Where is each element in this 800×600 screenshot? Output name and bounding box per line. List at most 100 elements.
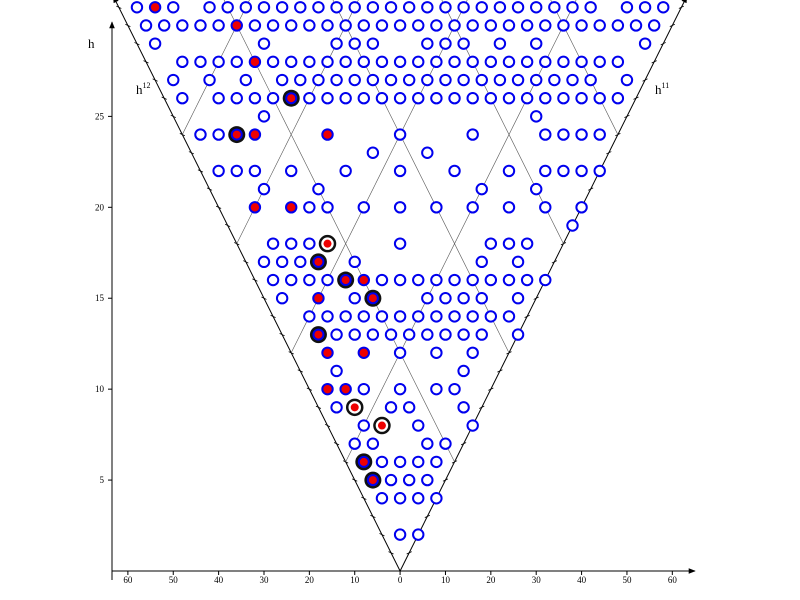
point bbox=[393, 237, 407, 250]
point bbox=[539, 164, 552, 178]
point-circle bbox=[357, 55, 371, 69]
point-circle bbox=[248, 91, 262, 105]
point bbox=[248, 164, 262, 178]
point-circle bbox=[393, 273, 407, 287]
point bbox=[393, 128, 407, 141]
point-circle bbox=[439, 437, 452, 450]
point-circle bbox=[366, 474, 379, 487]
point-circle bbox=[366, 328, 380, 341]
point-circle bbox=[357, 346, 371, 359]
point bbox=[430, 201, 443, 214]
point-circle bbox=[484, 55, 498, 69]
point-circle bbox=[230, 55, 243, 69]
point-circle bbox=[457, 328, 470, 341]
point-circle bbox=[321, 273, 334, 287]
point-circle bbox=[412, 528, 425, 541]
point-circle bbox=[266, 91, 280, 105]
point bbox=[638, 1, 652, 14]
point-circle bbox=[430, 346, 443, 359]
point bbox=[611, 55, 625, 69]
x-tick-label: 60 bbox=[668, 575, 678, 585]
point bbox=[303, 201, 316, 214]
point-circle bbox=[239, 73, 253, 87]
point-circle bbox=[203, 1, 216, 14]
point bbox=[203, 1, 216, 14]
edge-tick bbox=[379, 533, 385, 537]
point bbox=[285, 55, 298, 69]
point bbox=[412, 91, 425, 105]
point bbox=[139, 19, 153, 32]
point bbox=[475, 182, 488, 196]
point-circle bbox=[502, 201, 516, 214]
point-circle bbox=[230, 91, 243, 105]
point-circle bbox=[402, 328, 416, 341]
point-circle bbox=[629, 19, 643, 32]
point-circle bbox=[384, 328, 398, 341]
y-tick-label: 5 bbox=[100, 475, 105, 485]
point-circle bbox=[457, 1, 470, 14]
point bbox=[466, 346, 479, 359]
point-circle bbox=[212, 164, 225, 178]
point-circle bbox=[212, 19, 225, 32]
point-circle bbox=[575, 55, 588, 69]
point bbox=[321, 55, 334, 69]
y-tick-label: 20 bbox=[95, 202, 105, 212]
point bbox=[375, 19, 389, 32]
point bbox=[502, 164, 516, 178]
point-circle bbox=[539, 164, 552, 178]
point bbox=[593, 55, 606, 69]
point bbox=[384, 328, 398, 341]
point bbox=[239, 73, 253, 87]
point bbox=[130, 1, 144, 14]
point bbox=[502, 237, 516, 250]
point bbox=[548, 1, 561, 14]
point-circle bbox=[303, 273, 316, 287]
point bbox=[493, 1, 507, 14]
edge-tick bbox=[188, 151, 195, 155]
point-circle bbox=[502, 19, 516, 32]
point-circle bbox=[157, 19, 171, 32]
point-circle bbox=[611, 91, 625, 105]
point bbox=[357, 346, 371, 359]
point-circle bbox=[312, 292, 325, 305]
point-circle bbox=[557, 128, 570, 141]
point-circle bbox=[475, 1, 488, 14]
x-tick-label: 10 bbox=[441, 575, 451, 585]
point bbox=[355, 453, 373, 471]
point bbox=[457, 328, 470, 341]
point bbox=[412, 492, 425, 505]
point bbox=[212, 91, 225, 105]
point-circle bbox=[366, 292, 379, 305]
point bbox=[502, 19, 516, 32]
point-circle bbox=[484, 310, 498, 323]
point bbox=[484, 310, 498, 323]
point-circle bbox=[321, 346, 334, 359]
point-circle bbox=[375, 492, 389, 505]
point-circle bbox=[448, 55, 461, 69]
edge-tick bbox=[651, 60, 657, 64]
edge-tick bbox=[370, 514, 376, 519]
point bbox=[309, 253, 327, 271]
point bbox=[375, 455, 389, 469]
point-circle bbox=[266, 237, 280, 250]
point-circle bbox=[466, 273, 479, 287]
point-circle bbox=[393, 128, 407, 141]
point-circle bbox=[412, 455, 425, 469]
point bbox=[348, 437, 361, 450]
point-circle bbox=[448, 164, 461, 178]
point bbox=[412, 55, 425, 69]
point-circle bbox=[294, 1, 307, 14]
point bbox=[520, 19, 534, 32]
point-circle bbox=[475, 182, 488, 196]
y-tick-label: 25 bbox=[95, 111, 105, 121]
point bbox=[148, 37, 162, 50]
point-circle bbox=[375, 91, 389, 105]
point-circle bbox=[439, 37, 452, 50]
point-circle bbox=[357, 310, 371, 323]
point bbox=[421, 292, 434, 305]
point-circle bbox=[466, 128, 479, 141]
point-circle bbox=[530, 110, 543, 123]
point-circle bbox=[321, 55, 334, 69]
point-circle bbox=[475, 255, 488, 269]
